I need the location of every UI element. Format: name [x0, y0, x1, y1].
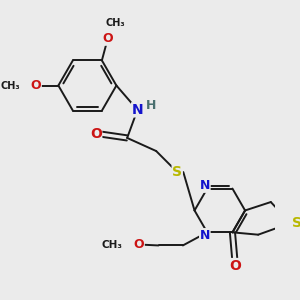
- Text: S: S: [172, 165, 182, 179]
- Text: O: O: [31, 79, 41, 92]
- Text: H: H: [146, 99, 157, 112]
- Text: O: O: [229, 259, 241, 273]
- Text: CH₃: CH₃: [101, 239, 122, 250]
- Text: N: N: [132, 103, 143, 117]
- Text: S: S: [292, 216, 300, 230]
- Text: N: N: [200, 229, 210, 242]
- Text: O: O: [90, 127, 102, 141]
- Text: N: N: [200, 179, 210, 192]
- Text: O: O: [102, 32, 113, 45]
- Text: O: O: [134, 238, 144, 251]
- Text: CH₃: CH₃: [0, 80, 20, 91]
- Text: CH₃: CH₃: [106, 18, 125, 28]
